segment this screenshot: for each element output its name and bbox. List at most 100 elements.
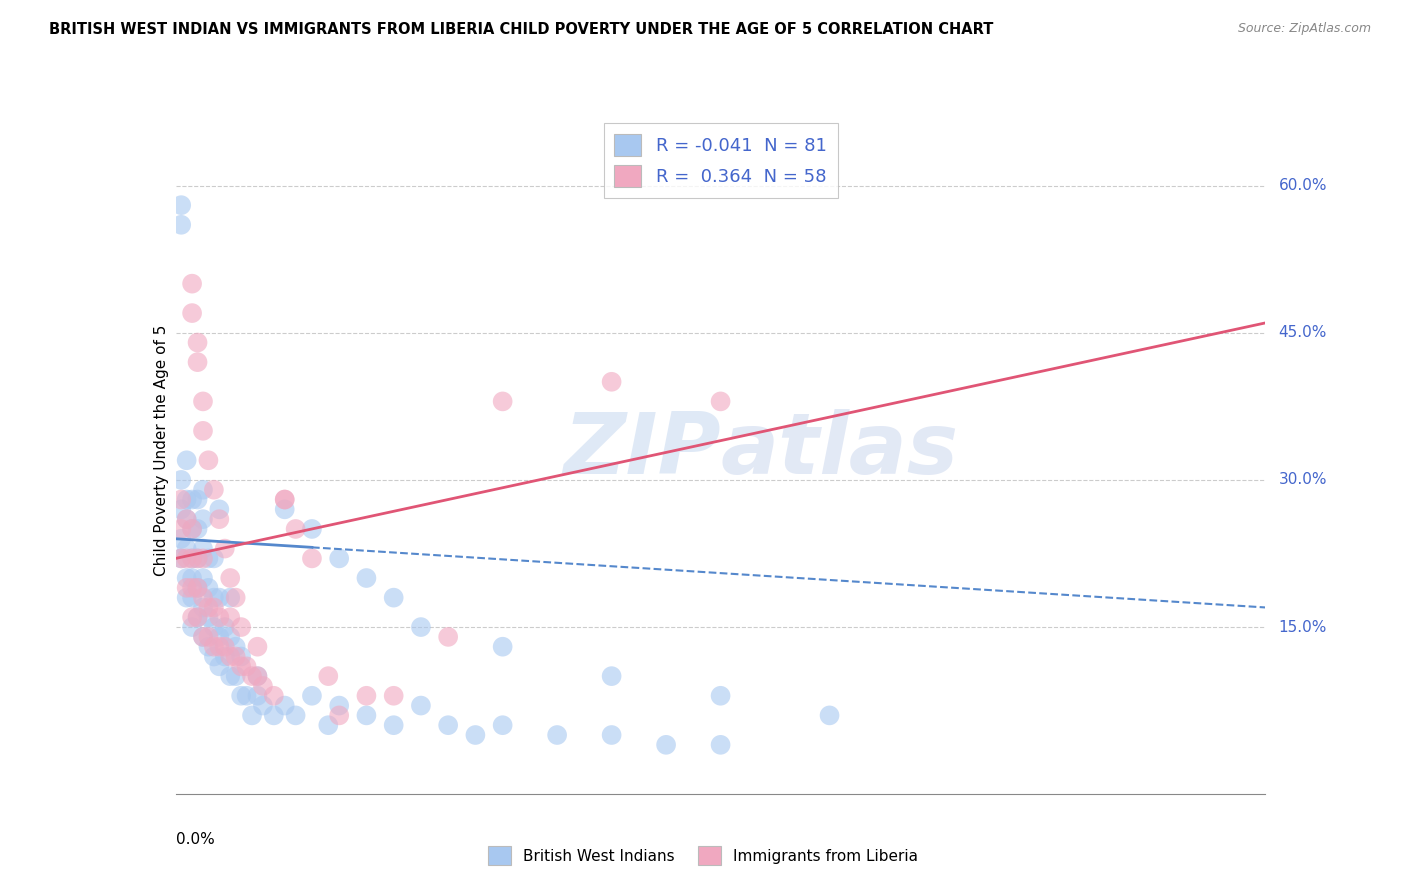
Legend: British West Indians, Immigrants from Liberia: British West Indians, Immigrants from Li… <box>482 840 924 871</box>
Point <box>328 708 350 723</box>
Point <box>176 591 198 605</box>
Point <box>231 620 253 634</box>
Point <box>181 522 204 536</box>
Point <box>170 198 193 212</box>
Point <box>219 571 242 585</box>
Point <box>208 630 231 644</box>
Point <box>170 522 193 536</box>
Point <box>181 277 204 291</box>
Point <box>202 620 225 634</box>
Point <box>186 522 209 536</box>
Point <box>600 669 623 683</box>
Point <box>225 649 247 664</box>
Point <box>492 394 515 409</box>
Point <box>252 698 274 713</box>
Point <box>382 718 405 732</box>
Point <box>318 669 340 683</box>
Point <box>197 453 219 467</box>
Point <box>191 483 214 497</box>
Point <box>219 630 242 644</box>
Point <box>202 483 225 497</box>
Text: atlas: atlas <box>721 409 959 492</box>
Point <box>186 551 209 566</box>
Point <box>655 738 678 752</box>
Point <box>181 306 204 320</box>
Point <box>318 718 340 732</box>
Point <box>274 492 297 507</box>
Point <box>186 610 209 624</box>
Point <box>219 669 242 683</box>
Point <box>246 669 269 683</box>
Point <box>219 591 242 605</box>
Point <box>176 453 198 467</box>
Point <box>246 640 269 654</box>
Point <box>274 698 297 713</box>
Point <box>284 522 307 536</box>
Point <box>546 728 568 742</box>
Point <box>818 708 841 723</box>
Point <box>214 620 236 634</box>
Point <box>301 522 323 536</box>
Point <box>176 512 198 526</box>
Text: 60.0%: 60.0% <box>1278 178 1327 193</box>
Point <box>263 708 285 723</box>
Text: 15.0%: 15.0% <box>1278 620 1327 634</box>
Text: 45.0%: 45.0% <box>1278 326 1327 340</box>
Point <box>181 571 204 585</box>
Point <box>246 689 269 703</box>
Point <box>202 649 225 664</box>
Point <box>186 355 209 369</box>
Text: Source: ZipAtlas.com: Source: ZipAtlas.com <box>1237 22 1371 36</box>
Point <box>176 492 198 507</box>
Point <box>170 551 193 566</box>
Point <box>231 659 253 673</box>
Point <box>710 394 733 409</box>
Point <box>181 581 204 595</box>
Point <box>208 659 231 673</box>
Point <box>191 512 214 526</box>
Point <box>231 649 253 664</box>
Point <box>176 581 198 595</box>
Point <box>225 669 247 683</box>
Point <box>202 591 225 605</box>
Point <box>176 551 198 566</box>
Point <box>170 473 193 487</box>
Point <box>710 689 733 703</box>
Point <box>214 640 236 654</box>
Legend: R = -0.041  N = 81, R =  0.364  N = 58: R = -0.041 N = 81, R = 0.364 N = 58 <box>603 123 838 198</box>
Point <box>176 571 198 585</box>
Text: BRITISH WEST INDIAN VS IMMIGRANTS FROM LIBERIA CHILD POVERTY UNDER THE AGE OF 5 : BRITISH WEST INDIAN VS IMMIGRANTS FROM L… <box>49 22 994 37</box>
Y-axis label: Child Poverty Under the Age of 5: Child Poverty Under the Age of 5 <box>153 325 169 576</box>
Point <box>600 375 623 389</box>
Point <box>197 600 219 615</box>
Point <box>170 551 193 566</box>
Point <box>235 659 257 673</box>
Point <box>208 512 231 526</box>
Point <box>214 541 236 556</box>
Point <box>181 610 204 624</box>
Point <box>240 708 263 723</box>
Point <box>274 492 297 507</box>
Point <box>191 394 214 409</box>
Point <box>208 502 231 516</box>
Text: 0.0%: 0.0% <box>176 831 215 847</box>
Point <box>191 630 214 644</box>
Point <box>191 551 214 566</box>
Point <box>186 551 209 566</box>
Point <box>202 551 225 566</box>
Point <box>202 600 225 615</box>
Point <box>197 551 219 566</box>
Point <box>181 522 204 536</box>
Point <box>219 649 242 664</box>
Point <box>181 591 204 605</box>
Point <box>240 669 263 683</box>
Point <box>191 630 214 644</box>
Point <box>186 610 209 624</box>
Point <box>235 689 257 703</box>
Point <box>600 728 623 742</box>
Point <box>492 718 515 732</box>
Point <box>219 610 242 624</box>
Point <box>197 581 219 595</box>
Point <box>225 591 247 605</box>
Point <box>197 630 219 644</box>
